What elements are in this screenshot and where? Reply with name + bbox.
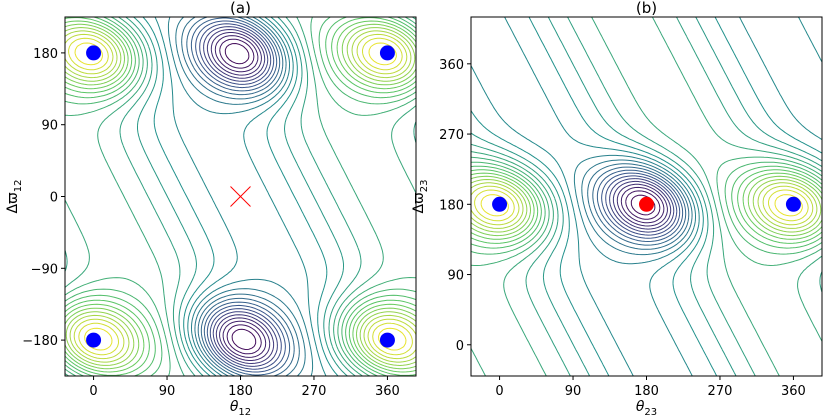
- contour-level: [471, 17, 822, 376]
- contour-level: [612, 180, 672, 230]
- x-tick-label: 0: [89, 384, 97, 399]
- y-tick-label: 180: [33, 47, 58, 62]
- contour-level: [625, 190, 661, 220]
- x-tick-label: 360: [375, 384, 400, 399]
- x-tick-label: 270: [708, 384, 733, 399]
- contour-level: [581, 159, 693, 256]
- y-tick-label: 0: [50, 191, 58, 206]
- y-tick-label: 180: [439, 198, 464, 213]
- y-tick-label: 90: [41, 119, 58, 134]
- contour-level: [65, 17, 416, 376]
- contour-level: [214, 35, 267, 358]
- saddle-point-marker: [230, 186, 251, 207]
- contour-level: [573, 154, 696, 265]
- y-tick-label: 90: [447, 269, 464, 284]
- contour-level: [210, 32, 271, 361]
- x-tick-label: 0: [495, 384, 503, 399]
- contour-level: [601, 172, 681, 239]
- contour-level: [471, 169, 822, 244]
- contour-level: [68, 37, 413, 356]
- contour-level: [471, 179, 822, 233]
- contour-level: [186, 17, 295, 376]
- fixed-point-marker: [86, 332, 102, 348]
- y-tick-label: 360: [439, 58, 464, 73]
- contour-level: [142, 17, 339, 376]
- chart-panel-1: 0 90 180 270 360 0 90 180 270 360 (b) θ23 Δϖ23: [411, 0, 823, 415]
- contour-lines: [471, 17, 822, 376]
- contour-level: [199, 23, 282, 370]
- contour-level: [65, 17, 416, 376]
- y-tick-label: 270: [439, 128, 464, 143]
- chart-title: (b): [636, 0, 657, 17]
- contour-level: [471, 185, 814, 226]
- contour-level: [65, 17, 416, 376]
- y-tick-label: −90: [31, 262, 58, 277]
- x-tick-label: 90: [159, 384, 176, 399]
- contour-level: [474, 189, 809, 222]
- contour-level: [224, 43, 257, 350]
- x-tick-label: 270: [302, 384, 327, 399]
- fixed-point-marker: [639, 196, 654, 212]
- contour-level: [203, 26, 278, 367]
- y-tick-label: 0: [456, 339, 464, 354]
- contour-level: [471, 156, 822, 266]
- contour-level: [167, 17, 314, 376]
- contour-level: [195, 20, 286, 373]
- contour-level: [605, 175, 678, 236]
- contour-level: [190, 17, 291, 376]
- contour-level: [65, 20, 416, 373]
- contour-level: [471, 175, 822, 237]
- contour-lines: [65, 17, 416, 376]
- contour-level: [65, 17, 416, 376]
- contour-level: [65, 27, 416, 366]
- contour-level: [471, 17, 822, 376]
- contour-level: [471, 165, 822, 249]
- chart-panel-0: 0 90 180 270 360 −180 −90 0 90 180 (a) θ12 Δϖ12: [5, 0, 417, 415]
- contour-level: [620, 186, 665, 224]
- contour-level: [206, 29, 275, 364]
- contour-level: [65, 17, 416, 376]
- contour-level: [609, 178, 675, 233]
- contour-level: [471, 17, 822, 376]
- contour-level: [471, 17, 822, 376]
- contour-level: [596, 169, 684, 242]
- fixed-point-marker: [492, 196, 508, 212]
- chart-title: (a): [230, 0, 251, 17]
- x-tick-label: 360: [781, 384, 806, 399]
- contour-level: [471, 161, 822, 255]
- y-axis-label: Δϖ12: [5, 179, 24, 213]
- contour-level: [592, 166, 687, 246]
- x-tick-label: 90: [565, 384, 582, 399]
- contour-level: [175, 17, 306, 376]
- contour-level: [154, 17, 327, 376]
- contour-level: [133, 17, 348, 376]
- contour-level: [74, 42, 407, 351]
- contour-level: [65, 17, 416, 376]
- x-axis-label: θ12: [230, 399, 251, 415]
- contour-level: [65, 33, 416, 360]
- y-tick-label: −180: [22, 334, 58, 349]
- contour-level: [181, 17, 300, 376]
- x-tick-label: 180: [634, 384, 659, 399]
- contour-level: [219, 38, 262, 355]
- x-tick-label: 180: [228, 384, 253, 399]
- contour-level: [65, 23, 416, 370]
- fixed-point-marker: [379, 332, 395, 348]
- contour-level: [616, 183, 668, 227]
- contour-level: [471, 17, 822, 376]
- contour-level: [587, 163, 690, 250]
- x-axis-label: θ23: [636, 399, 657, 415]
- contour-level: [65, 30, 416, 363]
- fixed-point-marker: [379, 45, 395, 61]
- fixed-point-marker: [86, 45, 102, 61]
- contour-level: [471, 172, 822, 240]
- y-axis-label: Δϖ23: [411, 179, 430, 213]
- contour-level: [471, 182, 818, 229]
- fixed-point-marker: [785, 196, 801, 212]
